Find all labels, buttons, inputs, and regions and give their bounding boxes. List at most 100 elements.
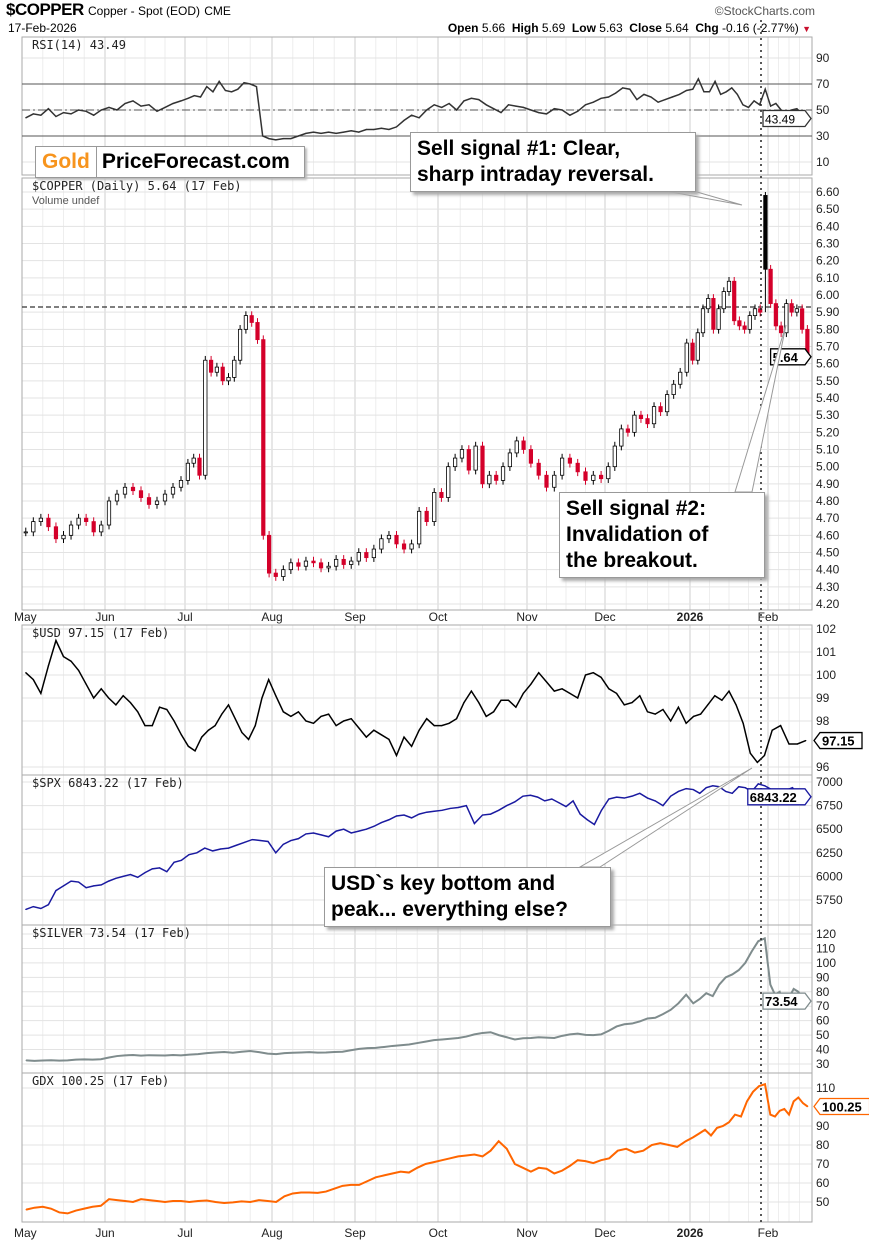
rsi-legend: RSI(14) 43.49 xyxy=(32,38,126,52)
y-tick-label: 5.20 xyxy=(816,425,840,439)
silver-data-point xyxy=(416,1042,418,1044)
candle-body xyxy=(678,371,683,385)
usd-data-point xyxy=(463,702,465,704)
silver-data-point xyxy=(325,1051,327,1054)
usd-data-point xyxy=(685,722,687,724)
rsi-data-point xyxy=(796,108,798,110)
silver-data-point xyxy=(600,1033,602,1035)
gdx-data-point xyxy=(258,1199,260,1201)
candle-body xyxy=(261,339,266,536)
silver-data-point xyxy=(769,983,771,986)
candle-body xyxy=(752,308,758,317)
gdx-panel: 110 90 80 70 60 50 GDX 100.25 (17 Feb) xyxy=(21,1072,835,1223)
rsi-data-point xyxy=(172,102,174,105)
rsi-data-point xyxy=(600,97,602,99)
usd-data-point xyxy=(561,688,563,690)
silver-data-point xyxy=(308,1051,310,1053)
spx-data-point xyxy=(418,813,420,815)
gdx-data-point xyxy=(668,1144,670,1146)
candle-body xyxy=(76,517,81,526)
rsi-data-point xyxy=(55,115,57,118)
gdx-data-point xyxy=(350,1184,352,1186)
y-tick-label: 4.80 xyxy=(816,494,840,508)
rsi-data-point xyxy=(231,91,233,93)
spx-data-point xyxy=(40,907,42,910)
symbol: $COPPER xyxy=(6,0,84,19)
usd-data-point xyxy=(515,706,517,708)
silver-data-point xyxy=(793,988,795,990)
usd-data-point xyxy=(654,713,656,715)
rsi-data-point xyxy=(358,131,360,133)
y-tick-label: 90 xyxy=(816,51,830,65)
gdx-data-point xyxy=(206,1199,208,1202)
rsi-data-point xyxy=(180,100,182,102)
spx-data-point xyxy=(514,801,516,803)
gdx-data-point xyxy=(25,1209,27,1211)
gdx-data-point xyxy=(634,1152,636,1154)
spx-data-point xyxy=(166,871,168,873)
spx-data-point xyxy=(188,854,190,856)
gdx-data-point xyxy=(33,1207,36,1209)
brand-link[interactable]: ©StockCharts.com xyxy=(714,4,815,18)
rsi-data-point xyxy=(493,108,495,110)
silver-data-point xyxy=(569,1033,571,1035)
silver-data-point xyxy=(725,976,727,978)
spx-data-point xyxy=(631,795,633,797)
usd-data-point xyxy=(700,713,702,715)
y-tick-label: 90 xyxy=(816,1119,830,1133)
gdx-data-point xyxy=(807,1105,809,1108)
spx-data-point xyxy=(77,881,80,883)
rsi-data-point xyxy=(148,104,150,106)
rsi-data-point xyxy=(32,113,34,115)
spx-data-point xyxy=(151,868,153,870)
usd-data-point xyxy=(728,690,730,692)
rsi-data-point xyxy=(403,119,405,121)
annotation-sell-signal-1: Sell signal #1: Clear, sharp intraday re… xyxy=(410,132,696,192)
silver-data-point xyxy=(366,1047,369,1049)
gdx-data-point xyxy=(91,1206,94,1208)
silver-data-point xyxy=(514,1038,516,1041)
rsi-data-point xyxy=(753,100,755,102)
silver-data-point xyxy=(240,1051,243,1053)
usd-data-point xyxy=(592,672,594,674)
usd-data-point xyxy=(545,681,548,683)
gdx-data-point xyxy=(441,1159,443,1161)
usd-data-point xyxy=(677,706,680,708)
silver-data-point xyxy=(553,1037,555,1039)
spx-data-point xyxy=(441,809,443,811)
gdx-data-point xyxy=(223,1202,225,1204)
spx-data-point xyxy=(731,792,733,794)
rsi-data-point xyxy=(426,109,428,111)
silver-data-point xyxy=(465,1035,467,1038)
y-tick-label: 6.60 xyxy=(816,185,840,199)
spx-data-point xyxy=(32,906,34,908)
silver-data-point xyxy=(457,1037,459,1039)
spx-data-point xyxy=(196,852,198,854)
silver-data-point xyxy=(685,994,687,996)
silver-data-point xyxy=(300,1051,302,1054)
candle-body xyxy=(500,466,506,481)
y-tick-label: 110 xyxy=(816,941,835,955)
usd-data-point xyxy=(275,695,277,697)
candle-body xyxy=(528,449,534,464)
usd-data-point xyxy=(410,745,413,747)
usd-data-point xyxy=(796,743,799,745)
candle-body xyxy=(341,558,346,565)
gdx-data-point xyxy=(774,1115,776,1118)
gdx-data-point xyxy=(180,1200,182,1202)
silver-data-point xyxy=(670,1009,672,1011)
spx-data-point xyxy=(623,797,625,799)
candle-body xyxy=(255,322,260,341)
candle-body xyxy=(84,517,89,523)
y-tick-label: 4.20 xyxy=(816,597,840,611)
spx-data-point xyxy=(115,877,117,879)
copper-candles xyxy=(23,192,810,581)
candle-body xyxy=(170,486,176,495)
gdx-data-point xyxy=(716,1127,718,1129)
usd-data-point xyxy=(201,736,203,738)
candle-body xyxy=(711,298,716,330)
silver-data-point xyxy=(214,1051,217,1054)
usd-data-point xyxy=(40,692,42,695)
y-tick-label: 99 xyxy=(816,691,830,705)
candle-body xyxy=(185,462,190,481)
